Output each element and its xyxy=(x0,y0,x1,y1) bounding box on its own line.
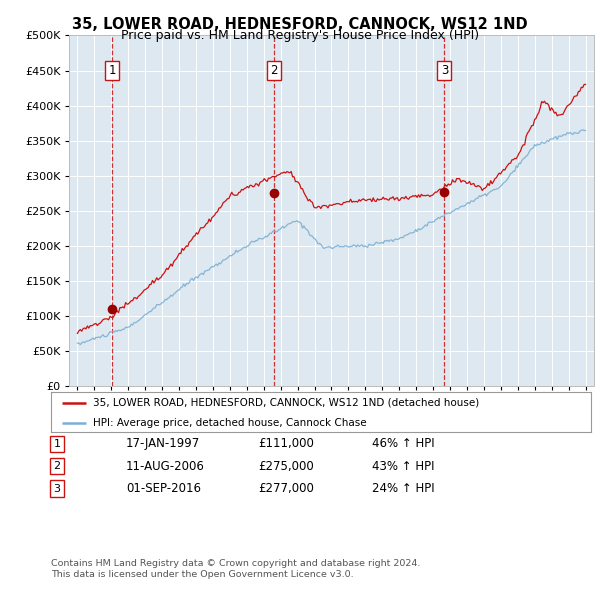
Text: 01-SEP-2016: 01-SEP-2016 xyxy=(126,482,201,495)
Text: 1: 1 xyxy=(53,439,61,448)
Text: 35, LOWER ROAD, HEDNESFORD, CANNOCK, WS12 1ND (detached house): 35, LOWER ROAD, HEDNESFORD, CANNOCK, WS1… xyxy=(93,398,479,408)
Text: 35, LOWER ROAD, HEDNESFORD, CANNOCK, WS12 1ND: 35, LOWER ROAD, HEDNESFORD, CANNOCK, WS1… xyxy=(72,17,528,31)
Text: 46% ↑ HPI: 46% ↑ HPI xyxy=(372,437,434,450)
Text: 2: 2 xyxy=(271,64,278,77)
Text: Price paid vs. HM Land Registry's House Price Index (HPI): Price paid vs. HM Land Registry's House … xyxy=(121,30,479,42)
Text: £111,000: £111,000 xyxy=(258,437,314,450)
Text: Contains HM Land Registry data © Crown copyright and database right 2024.: Contains HM Land Registry data © Crown c… xyxy=(51,559,421,568)
Text: HPI: Average price, detached house, Cannock Chase: HPI: Average price, detached house, Cann… xyxy=(93,418,367,428)
Text: 43% ↑ HPI: 43% ↑ HPI xyxy=(372,460,434,473)
Text: 3: 3 xyxy=(441,64,448,77)
Text: 24% ↑ HPI: 24% ↑ HPI xyxy=(372,482,434,495)
Text: £275,000: £275,000 xyxy=(258,460,314,473)
Text: This data is licensed under the Open Government Licence v3.0.: This data is licensed under the Open Gov… xyxy=(51,571,353,579)
Text: 2: 2 xyxy=(53,461,61,471)
Text: 3: 3 xyxy=(53,484,61,493)
Text: 1: 1 xyxy=(108,64,116,77)
Text: 11-AUG-2006: 11-AUG-2006 xyxy=(126,460,205,473)
Text: £277,000: £277,000 xyxy=(258,482,314,495)
Text: 17-JAN-1997: 17-JAN-1997 xyxy=(126,437,200,450)
